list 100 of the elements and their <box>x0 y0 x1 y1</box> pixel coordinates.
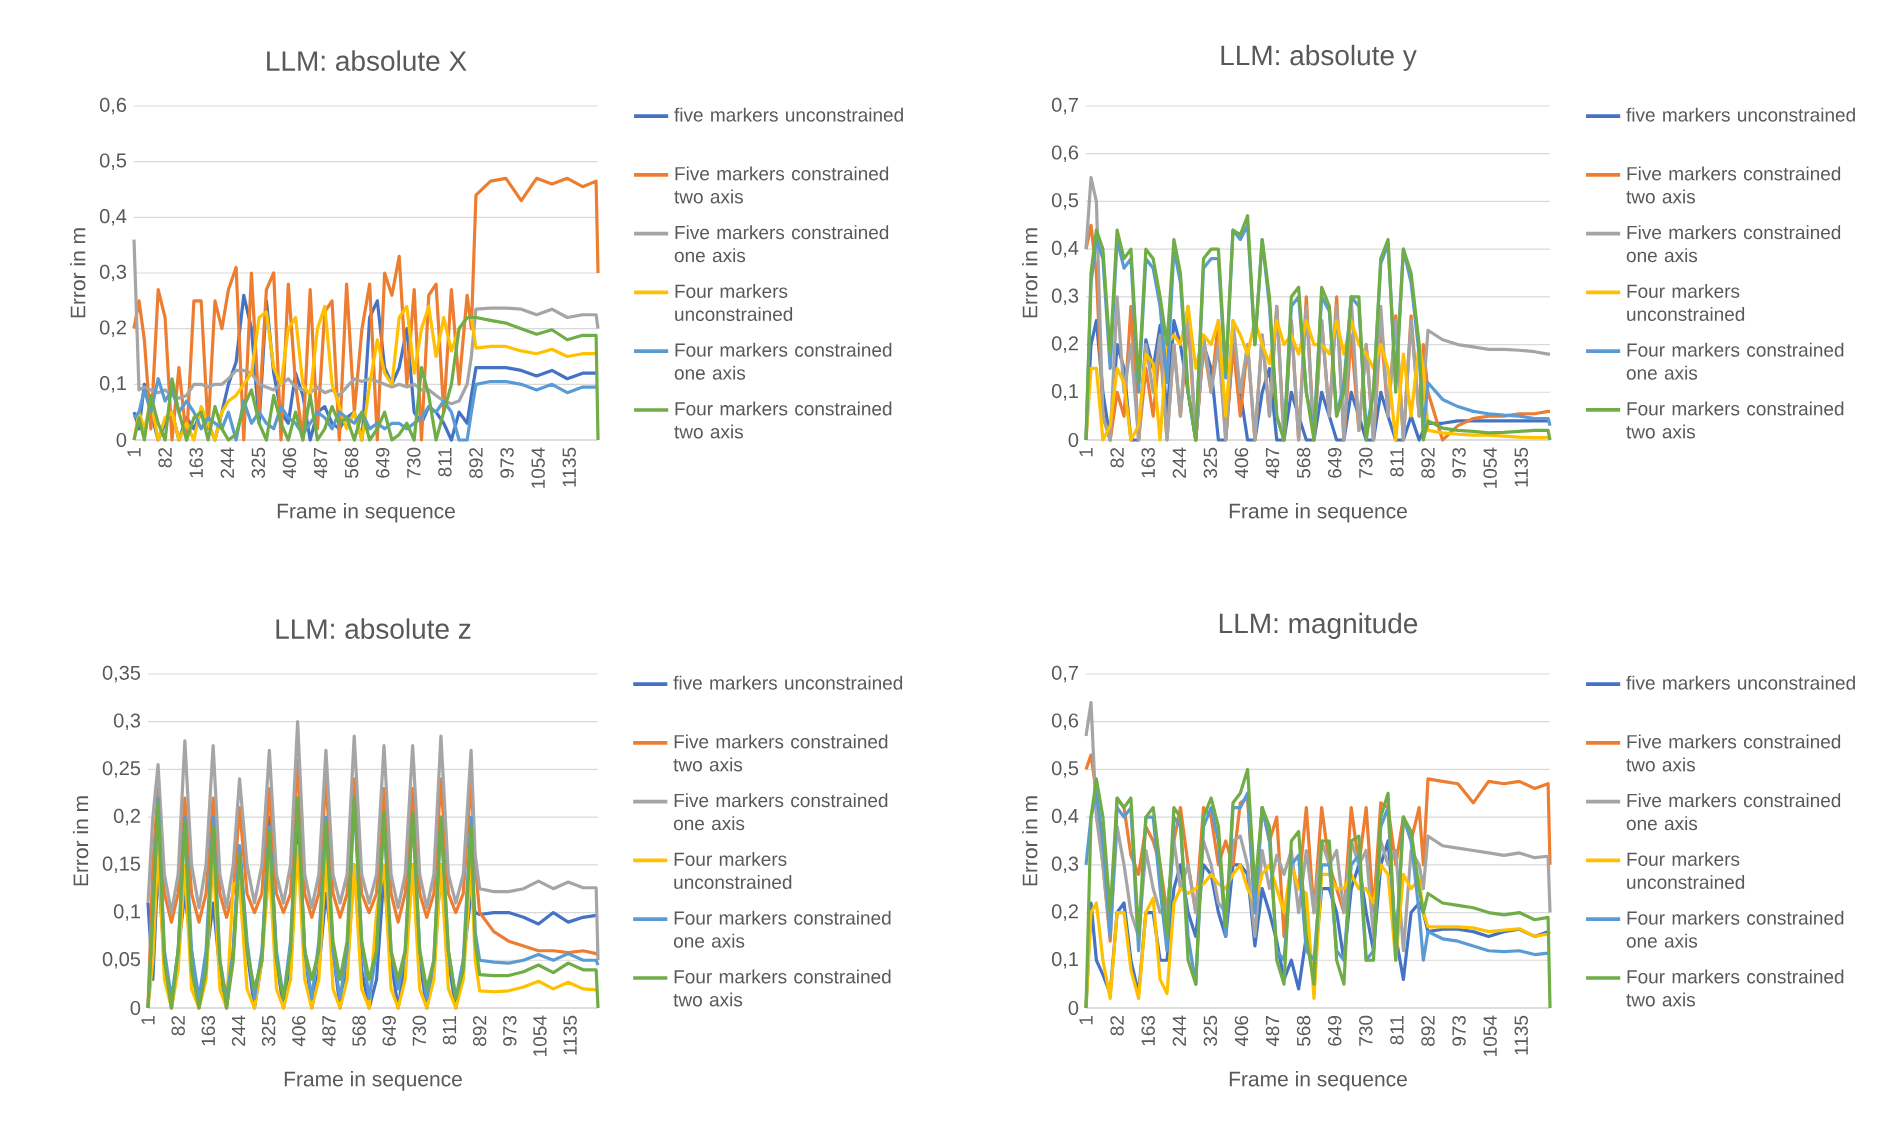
y-tick-label: 0 <box>116 432 127 448</box>
y-axis-title: Error in m <box>69 228 86 318</box>
y-tick-label: 0,15 <box>102 856 141 874</box>
x-tick-label: 649 <box>375 447 390 478</box>
x-tick-label: 406 <box>292 1015 306 1047</box>
legend-label: Four markers constrained one axis <box>1626 910 1844 948</box>
x-tick-label: 892 <box>1421 447 1435 478</box>
x-tick-label: 811 <box>1390 447 1404 477</box>
x-axis-title: Frame in sequence <box>1229 1071 1407 1091</box>
y-tick-label: 0,2 <box>1051 904 1078 921</box>
legend-label: Four markers constrained one axis <box>674 342 892 380</box>
x-tick-label: 487 <box>313 447 328 479</box>
y-tick-label: 0,3 <box>113 713 141 730</box>
y-tick-label: 0,3 <box>99 264 127 282</box>
x-tick-label: 163 <box>1141 447 1155 478</box>
x-tick-label: 568 <box>1296 447 1311 478</box>
legend-label: Five markers constrained one axis <box>1626 793 1841 831</box>
y-tick-label: 0,6 <box>1051 145 1079 162</box>
x-tick-label: 163 <box>1141 1015 1155 1046</box>
y-axis-title: Error in m <box>1022 796 1038 886</box>
line-series <box>146 720 600 962</box>
y-tick-label: 0,5 <box>1051 193 1079 210</box>
x-tick-label: 649 <box>1327 1015 1342 1046</box>
x-tick-label: 325 <box>251 447 266 479</box>
x-tick-label: 730 <box>412 1015 427 1046</box>
y-tick-label: 0,5 <box>1051 761 1079 778</box>
x-tick-label: 1 <box>127 447 141 457</box>
x-tick-label: 487 <box>322 1015 336 1047</box>
x-tick-label: 244 <box>220 447 234 478</box>
x-tick-label: 892 <box>472 1015 487 1046</box>
y-tick-label: 0,1 <box>113 904 140 921</box>
legend-label: five markers unconstrained <box>673 675 903 690</box>
legend-label: Four markers constrained two axis <box>673 969 891 1007</box>
y-tick-label: 0,25 <box>102 761 141 778</box>
y-tick-label: 0,6 <box>99 97 127 115</box>
x-tick-label: 406 <box>1234 447 1249 479</box>
x-tick-label: 568 <box>352 1015 366 1046</box>
x-tick-label: 82 <box>1110 447 1124 468</box>
x-tick-label: 973 <box>1452 1015 1466 1046</box>
y-tick-label: 0 <box>130 1000 141 1016</box>
x-tick-label: 1135 <box>562 447 576 487</box>
x-tick-label: 82 <box>158 447 172 468</box>
chart-title: LLM: absolute z <box>276 618 471 639</box>
legend-label: Four markers constrained one axis <box>1626 342 1844 380</box>
x-tick-label: 325 <box>1203 447 1218 479</box>
x-tick-label: 406 <box>1234 1015 1249 1047</box>
x-tick-label: 487 <box>1265 1015 1280 1047</box>
x-tick-label: 892 <box>1421 1015 1435 1046</box>
y-tick-label: 0,2 <box>99 320 126 337</box>
x-tick-label: 244 <box>1172 1015 1186 1046</box>
x-tick-label: 1135 <box>1514 447 1528 487</box>
legend-label: Five markers constrained one axis <box>673 793 888 831</box>
x-tick-label: 973 <box>1452 447 1466 478</box>
x-tick-label: 1054 <box>1483 447 1497 488</box>
x-tick-label: 1054 <box>533 1015 547 1056</box>
x-tick-label: 649 <box>1327 447 1342 478</box>
legend-label: Five markers constrained two axis <box>674 166 889 204</box>
x-tick-label: 1054 <box>531 447 545 488</box>
y-tick-label: 0,4 <box>99 209 127 226</box>
x-tick-label: 973 <box>503 1015 517 1046</box>
x-tick-label: 973 <box>500 447 514 478</box>
x-tick-label: 1135 <box>563 1015 577 1055</box>
legend-label: Four markers unconstrained <box>674 852 792 889</box>
x-tick-label: 1054 <box>1483 1015 1497 1056</box>
y-tick-label: 0 <box>1068 432 1079 448</box>
x-tick-label: 730 <box>407 447 421 478</box>
x-tick-label: 892 <box>469 447 483 478</box>
x-axis-title: Frame in sequence <box>1229 503 1407 523</box>
x-tick-label: 163 <box>189 447 203 478</box>
x-tick-label: 1 <box>1079 1015 1093 1025</box>
y-tick-label: 0,4 <box>1051 240 1079 258</box>
y-axis-title: Error in m <box>72 796 89 886</box>
y-axis-title: Error in m <box>1022 228 1038 318</box>
chart-title: LLM: absolute y <box>1221 44 1417 71</box>
legend-label: five markers unconstrained <box>674 107 903 122</box>
chart-title: LLM: absolute X <box>267 50 467 71</box>
y-tick-label: 0,2 <box>1051 336 1078 353</box>
legend-label: Four markers constrained two axis <box>674 401 892 439</box>
legend-label: five markers unconstrained <box>1626 675 1855 690</box>
legend-label: Five markers constrained one axis <box>1626 225 1841 263</box>
y-tick-label: 0,1 <box>1051 384 1078 401</box>
legend-label: Four markers unconstrained <box>675 284 793 321</box>
x-tick-label: 325 <box>261 1015 276 1047</box>
x-tick-label: 82 <box>1110 1015 1124 1036</box>
x-tick-label: 82 <box>171 1015 185 1036</box>
legend-label: Four markers constrained two axis <box>1626 969 1844 1007</box>
y-tick-label: 0,4 <box>1051 808 1079 826</box>
x-tick-label: 730 <box>1359 447 1373 478</box>
x-tick-label: 568 <box>1296 1015 1311 1046</box>
y-tick-label: 0 <box>1068 1000 1079 1016</box>
legend-label: Four markers unconstrained <box>1627 852 1745 889</box>
x-tick-label: 487 <box>1265 447 1280 479</box>
chart-title: LLM: magnitude <box>1219 612 1418 639</box>
x-tick-label: 811 <box>438 447 452 477</box>
legend-label: Four markers unconstrained <box>1627 284 1745 321</box>
x-tick-label: 811 <box>442 1015 457 1045</box>
legend-label: Four markers constrained one axis <box>673 910 891 948</box>
y-tick-label: 0,05 <box>102 952 141 969</box>
x-tick-label: 568 <box>344 447 359 478</box>
x-tick-label: 406 <box>282 447 297 479</box>
